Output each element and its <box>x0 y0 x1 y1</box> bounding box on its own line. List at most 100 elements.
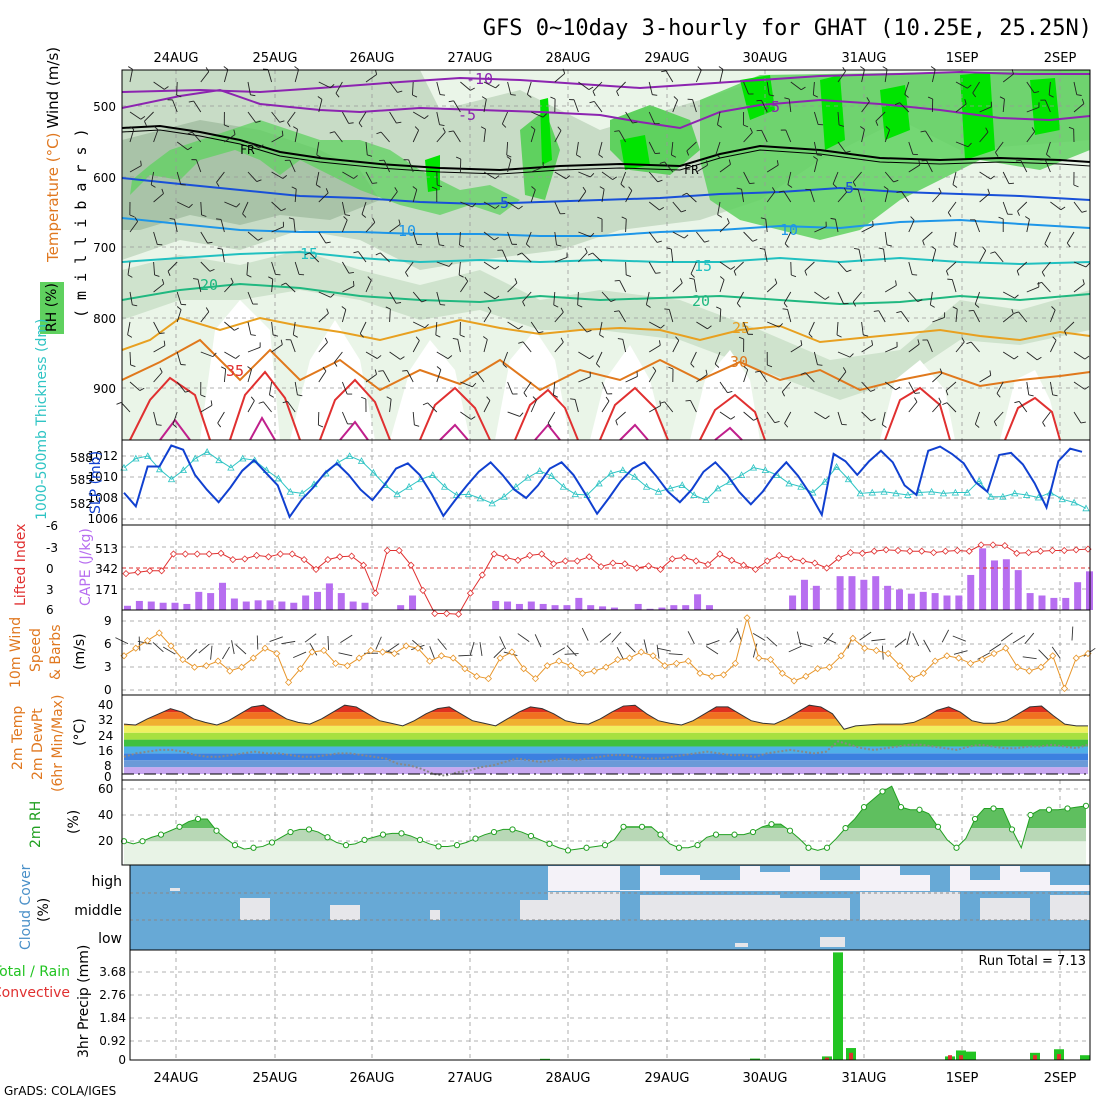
wind-barb-flag <box>185 390 191 393</box>
wind-barb-flag <box>778 323 783 328</box>
wind-barb <box>1018 401 1028 413</box>
lifted-index-point <box>1013 549 1021 557</box>
lifted-index-point <box>466 589 474 597</box>
wind-barb <box>153 231 158 245</box>
wind-barb-flag <box>531 186 536 191</box>
thickness-point <box>286 487 294 495</box>
wind-barb <box>365 373 377 383</box>
wind10m-barb <box>327 635 330 651</box>
thickness-point <box>144 452 152 459</box>
wind-barb <box>578 376 591 383</box>
lifted-index-point <box>609 559 617 567</box>
wind-barb-flag <box>813 156 818 160</box>
wind-barb <box>153 283 165 293</box>
cape-bar <box>884 585 892 610</box>
wind-barb-flag <box>689 277 695 280</box>
wind10m-barb <box>912 633 920 647</box>
wind-barb-flag <box>942 402 948 406</box>
wind-barb <box>217 411 225 424</box>
wind-barb <box>592 81 603 92</box>
thickness-point <box>904 491 912 498</box>
wind10m-speed-point <box>426 657 434 665</box>
wind-barb-flag <box>291 186 297 190</box>
wind-barb <box>741 189 745 203</box>
lifted-index-point <box>205 550 213 558</box>
lifted-index-point <box>597 563 605 571</box>
cape-bar <box>955 595 963 610</box>
wind-barb <box>884 381 896 391</box>
wind-barb-flag <box>605 396 610 402</box>
lifted-index-point <box>359 561 368 569</box>
wind-barb <box>932 317 945 323</box>
wind-barb-flag <box>715 154 721 158</box>
slp-tick: 1010 <box>87 470 118 484</box>
thickness-point <box>809 488 817 496</box>
wind-barb-flag <box>784 423 789 428</box>
lifted-index-point <box>229 556 237 564</box>
temp-axis-label: Temperature (°C) <box>44 133 62 263</box>
wind10m-speed-point <box>684 657 692 665</box>
rh2m-point <box>731 831 738 838</box>
wind-barb-flag <box>518 205 523 210</box>
wind-barb <box>200 351 214 358</box>
wind-barb <box>531 166 544 173</box>
lifted-index-point <box>787 555 795 563</box>
cape-bar <box>147 601 155 610</box>
wind10m-speed-point <box>202 662 210 670</box>
lifted-index-point <box>478 571 486 579</box>
wind-barb <box>908 401 918 413</box>
wind-barb-flag <box>424 115 429 119</box>
wind-barb-flag <box>325 241 331 244</box>
wind-barb <box>200 404 213 413</box>
wind-barb-flag <box>990 251 996 254</box>
thickness-point <box>547 472 556 479</box>
wind-barb-flag <box>1031 127 1036 132</box>
wind-barb-flag <box>842 367 847 372</box>
wind10m-speed-point <box>955 654 963 662</box>
wind-barb-flag <box>682 192 688 196</box>
wind-barb <box>577 291 579 306</box>
contour-25 <box>121 316 1091 351</box>
wind-barb <box>1066 231 1075 244</box>
bottom-date-label: 25AUG <box>252 1071 297 1086</box>
wind-barb <box>952 171 957 185</box>
wind-barb-flag <box>153 126 159 131</box>
wind-barb-flag <box>353 175 358 179</box>
wind-barb <box>832 171 839 185</box>
wind-barb-flag <box>743 124 749 128</box>
wind-barb-flag <box>733 270 737 276</box>
wind-barb <box>1073 201 1083 213</box>
wind-barb <box>601 171 613 180</box>
wind-barb <box>405 261 414 273</box>
wind10m-speed-point <box>343 662 351 670</box>
wind-barb <box>523 381 532 394</box>
wind-barb-flag <box>972 92 977 98</box>
wind-barb <box>932 402 942 413</box>
wind-barb-flag <box>939 368 943 374</box>
thickness-point <box>892 489 900 497</box>
wind-barb <box>483 231 495 241</box>
wind-barb <box>287 401 296 413</box>
wind-barb-flag <box>250 94 256 97</box>
wind10m-speed-point <box>226 667 234 675</box>
wind-barb-flag <box>938 187 942 193</box>
wind-barb <box>908 261 913 275</box>
wind-barb <box>648 321 661 329</box>
wind-barb-flag <box>207 241 213 244</box>
precip-total-bar <box>833 952 843 1060</box>
wind-barb-flag <box>1034 91 1040 94</box>
wind-barb-flag <box>1044 243 1049 248</box>
cape-bar <box>872 576 880 610</box>
wind-barb-flag <box>930 66 936 70</box>
wind-barb-flag <box>281 130 284 136</box>
lifted-index-point <box>181 550 189 558</box>
wind-barb-flag <box>436 366 442 370</box>
wind-barb <box>129 165 142 173</box>
wind-barb <box>1002 171 1010 184</box>
wind-barb <box>690 400 697 413</box>
wind-barb-flag <box>502 123 507 128</box>
wind10m-speed-point <box>755 654 763 662</box>
wind10m-speed-point <box>590 667 598 675</box>
cloud-cells <box>130 865 1090 950</box>
thickness-point <box>167 475 176 483</box>
